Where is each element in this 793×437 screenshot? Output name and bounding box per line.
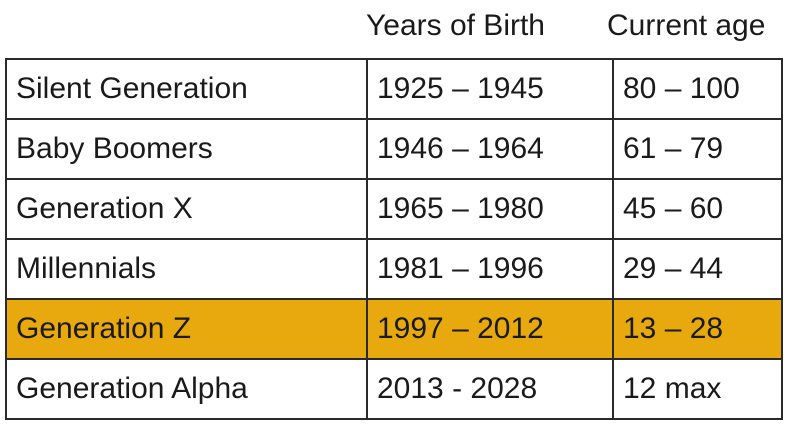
- column-header: Current age: [607, 9, 766, 42]
- table-cell: 61 – 79: [612, 118, 783, 180]
- table-cell: 1965 – 1980: [366, 178, 614, 240]
- table-cell: 80 – 100: [612, 58, 783, 120]
- table-row: Generation X 1965 – 1980 45 – 60: [5, 178, 783, 240]
- table-cell: 1946 – 1964: [366, 118, 614, 180]
- table-cell: Generation Z: [5, 298, 368, 360]
- table-cell: 45 – 60: [612, 178, 783, 240]
- table-cell: 12 max: [612, 358, 783, 420]
- table-cell: 1981 – 1996: [366, 238, 614, 300]
- table-row: Generation Alpha 2013 - 2028 12 max: [5, 358, 783, 420]
- table-cell: 1997 – 2012: [366, 298, 614, 360]
- table-row: Millennials 1981 – 1996 29 – 44: [5, 238, 783, 300]
- table-cell: 13 – 28: [612, 298, 783, 360]
- generations-table: Silent Generation 1925 – 1945 80 – 100 Baby…: [5, 58, 783, 420]
- table-cell: 29 – 44: [612, 238, 783, 300]
- table-cell: Generation Alpha: [5, 358, 368, 420]
- table-cell: Generation X: [5, 178, 368, 240]
- header-row: Years of Birth Current age: [0, 4, 793, 48]
- column-header: Years of Birth: [366, 9, 545, 42]
- table-cell: 2013 - 2028: [366, 358, 614, 420]
- table-row: Silent Generation 1925 – 1945 80 – 100: [5, 58, 783, 120]
- table-cell: Baby Boomers: [5, 118, 368, 180]
- table-cell: 1925 – 1945: [366, 58, 614, 120]
- table-cell: Silent Generation: [5, 58, 368, 120]
- table-cell: Millennials: [5, 238, 368, 300]
- table-row: Generation Z 1997 – 2012 13 – 28: [5, 298, 783, 360]
- table-row: Baby Boomers 1946 – 1964 61 – 79: [5, 118, 783, 180]
